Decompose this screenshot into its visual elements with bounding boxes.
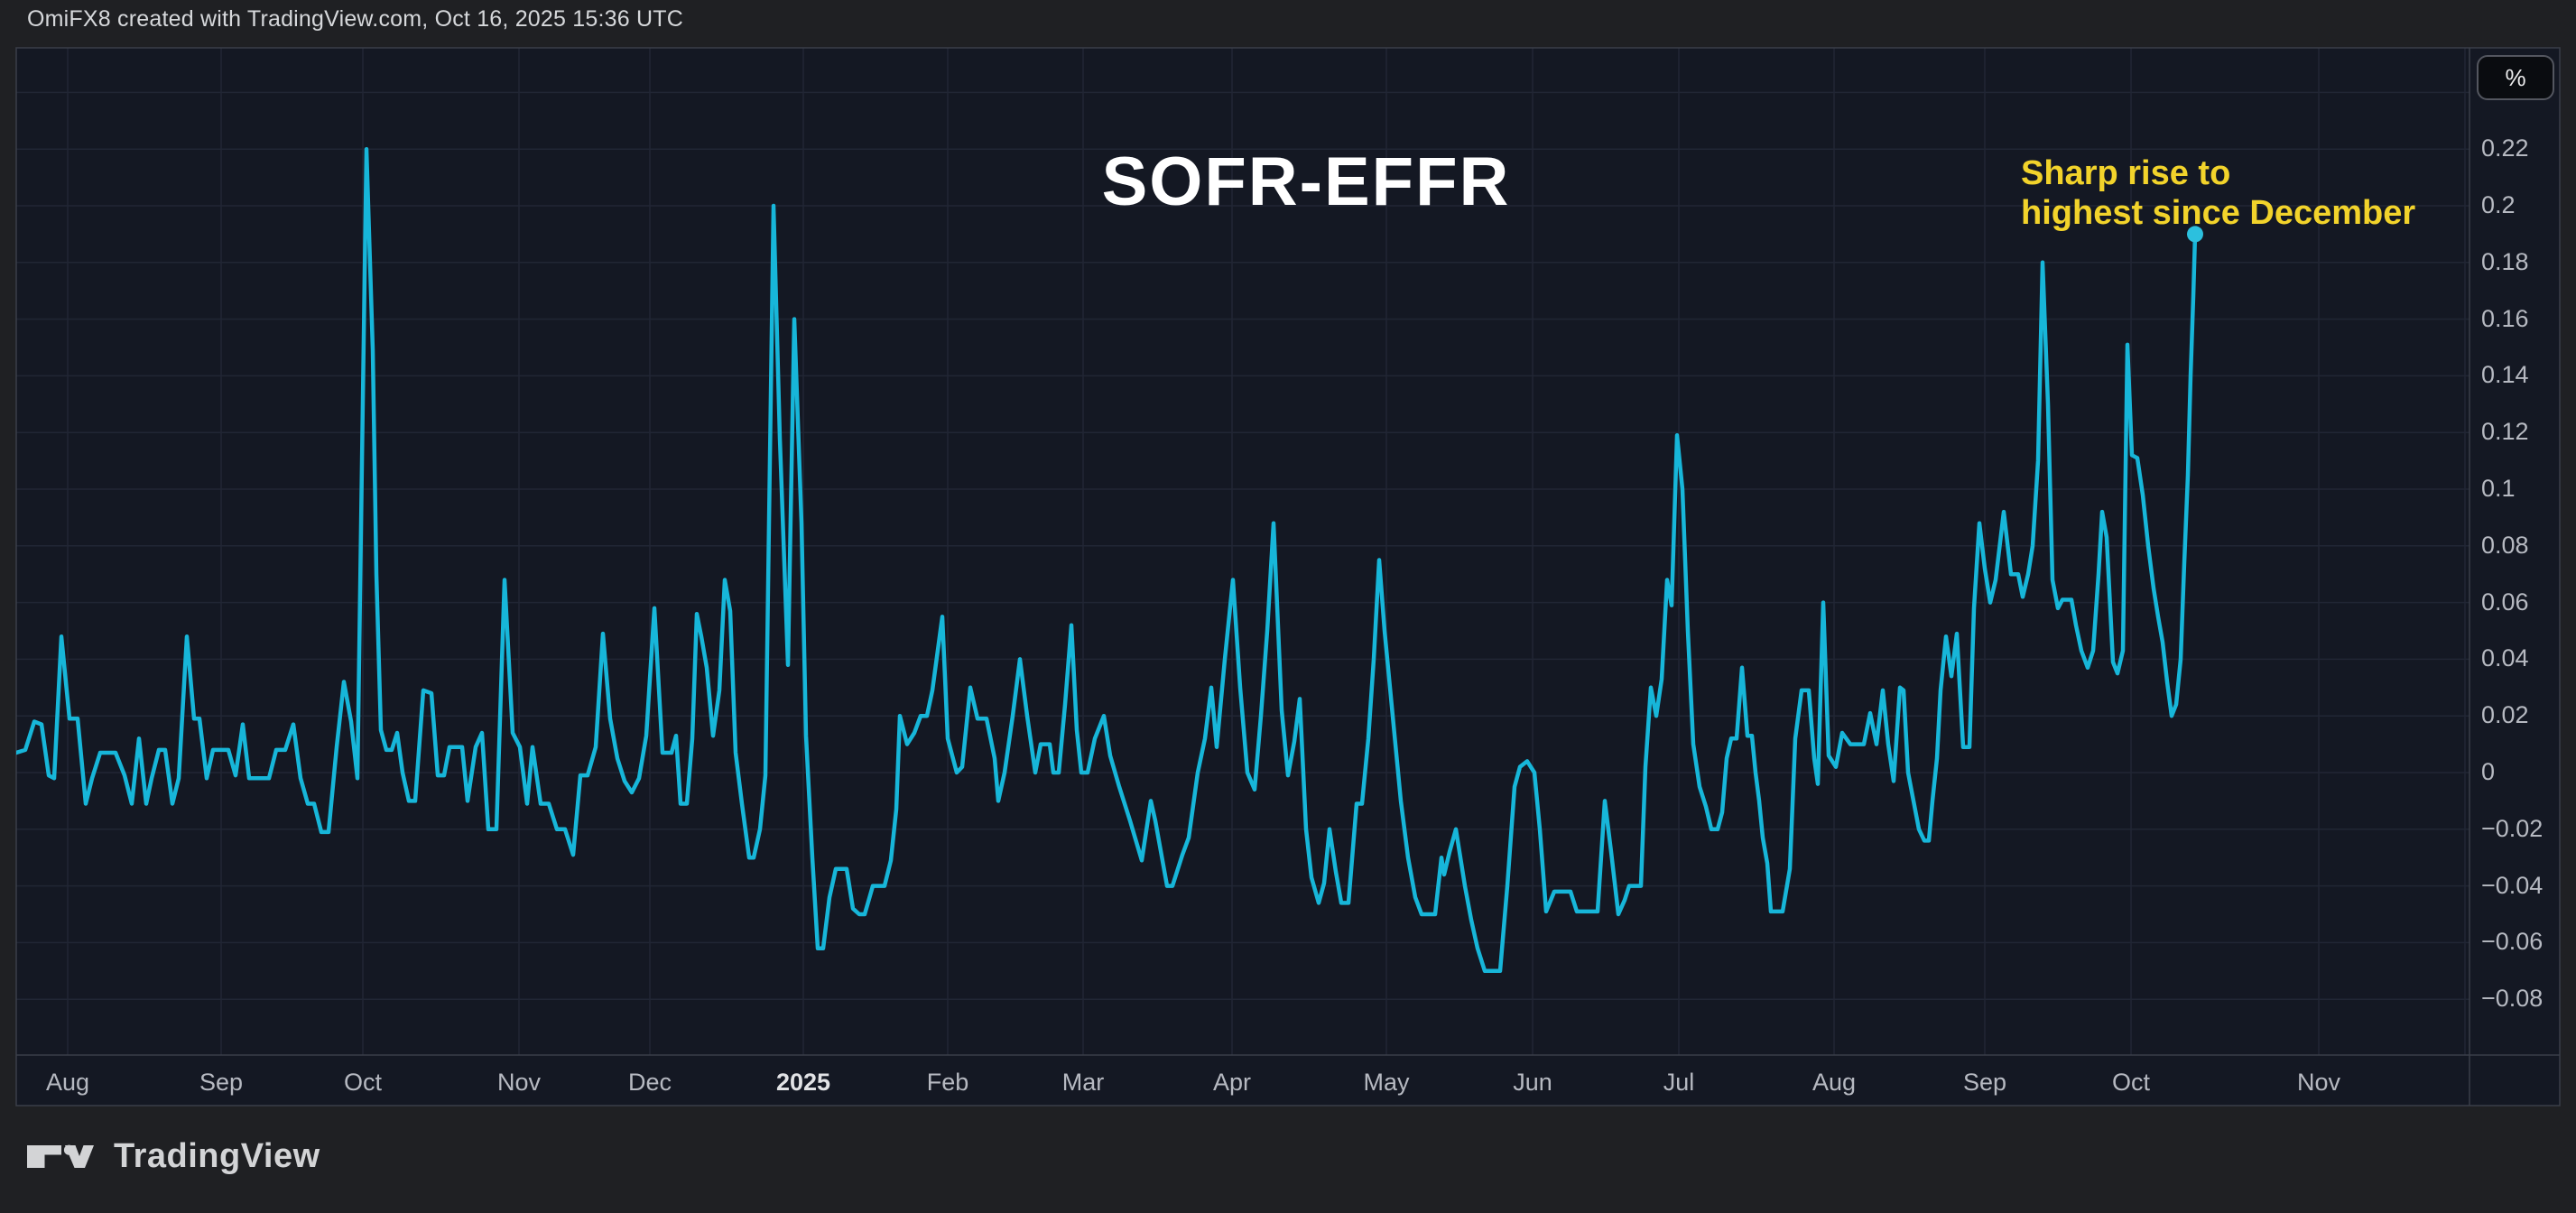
- y-tick-label: 0.22: [2481, 134, 2529, 162]
- x-tick-label: Sep: [1962, 1069, 2007, 1096]
- y-tick-label: 0.06: [2481, 588, 2529, 616]
- x-tick-label: Dec: [627, 1069, 672, 1096]
- x-tick-label: Mar: [1061, 1069, 1105, 1096]
- tradingview-brand[interactable]: TradingView: [27, 1137, 320, 1176]
- y-tick-label: 0.02: [2481, 701, 2529, 729]
- series-line-group: [16, 146, 2198, 974]
- chart-title: SOFR-EFFR: [1101, 144, 1511, 220]
- y-tick-label: 0.08: [2481, 531, 2529, 559]
- y-tick-label: 0.12: [2481, 418, 2529, 446]
- x-tick-label: 2025: [775, 1069, 831, 1096]
- x-tick-label: Feb: [926, 1069, 969, 1096]
- x-tick-label: Oct: [343, 1069, 383, 1096]
- percent-scale-label: %: [2505, 63, 2526, 91]
- attribution-text: OmiFX8 created with TradingView.com, Oct…: [27, 6, 683, 32]
- series-line: [16, 146, 2198, 974]
- y-tick-label: −0.08: [2481, 985, 2544, 1013]
- last-point-marker: [2187, 226, 2203, 243]
- y-tick-label: 0.14: [2481, 361, 2529, 389]
- tradingview-brand-text: TradingView: [114, 1137, 320, 1175]
- y-tick-label: 0.04: [2481, 644, 2529, 672]
- percent-scale-button[interactable]: %: [2477, 55, 2554, 100]
- y-tick-label: −0.06: [2481, 928, 2544, 956]
- y-tick-label: 0.2: [2481, 191, 2516, 218]
- x-tick-label: Aug: [45, 1069, 90, 1096]
- header-bar: OmiFX8 created with TradingView.com, Oct…: [0, 0, 2576, 48]
- y-tick-label: −0.02: [2481, 814, 2544, 842]
- y-tick-label: 0.1: [2481, 475, 2516, 502]
- x-tick-label: Aug: [1812, 1069, 1857, 1096]
- x-tick-label: Oct: [2111, 1069, 2151, 1096]
- chart-gridlines: [16, 48, 2469, 1055]
- x-tick-label: Apr: [1212, 1069, 1252, 1096]
- x-tick-label: Jul: [1663, 1069, 1695, 1096]
- y-tick-label: 0.16: [2481, 304, 2529, 332]
- chart-panel-borders: [15, 47, 2561, 1107]
- x-tick-label: Sep: [199, 1069, 244, 1096]
- x-tick-label: Nov: [2296, 1069, 2341, 1096]
- y-tick-label: 0.18: [2481, 247, 2529, 275]
- x-tick-label: May: [1363, 1069, 1410, 1096]
- annotation-line-1: Sharp rise to: [2021, 154, 2231, 192]
- chart-panel-background: [16, 48, 2560, 1106]
- last-point-dot: [2187, 226, 2203, 243]
- x-tick-label: Nov: [496, 1069, 542, 1096]
- y-tick-label: 0: [2481, 758, 2496, 785]
- annotation-callout: Sharp rise to highest since December: [2021, 153, 2415, 234]
- x-tick-label: Jun: [1513, 1069, 1552, 1096]
- tradingview-logo-icon: [27, 1144, 94, 1168]
- y-tick-label: −0.04: [2481, 871, 2544, 899]
- annotation-line-2: highest since December: [2021, 194, 2416, 233]
